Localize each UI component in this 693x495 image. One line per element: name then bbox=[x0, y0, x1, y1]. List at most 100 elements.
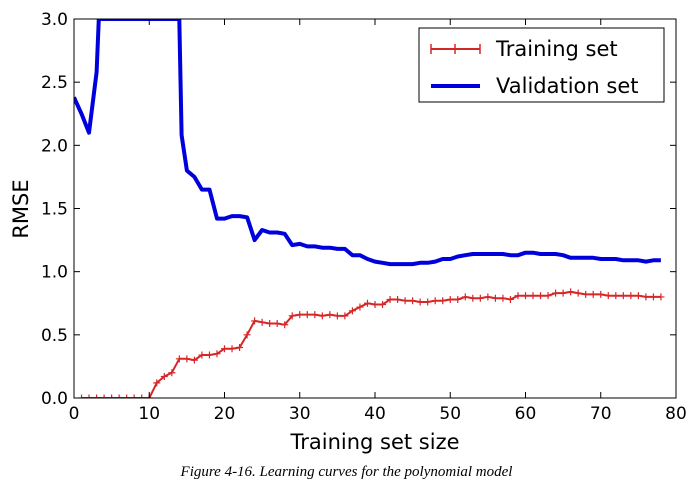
training-set-point bbox=[243, 331, 251, 339]
y-tick-label: 3.0 bbox=[41, 10, 68, 30]
training-set-point bbox=[326, 311, 334, 319]
training-set-point bbox=[348, 307, 356, 315]
x-tick-label: 70 bbox=[590, 404, 612, 424]
y-tick-label: 1.5 bbox=[41, 200, 68, 220]
y-tick-label: 2.5 bbox=[41, 73, 68, 93]
training-set-point bbox=[311, 311, 319, 319]
training-set-point bbox=[484, 293, 492, 301]
training-set-point bbox=[619, 292, 627, 300]
training-set-point bbox=[236, 343, 244, 351]
legend-box bbox=[418, 27, 665, 103]
training-set-point bbox=[251, 317, 259, 325]
training-set-point bbox=[537, 292, 545, 300]
training-set-point bbox=[100, 394, 108, 398]
training-set-point bbox=[296, 311, 304, 319]
x-axis-label: Training set size bbox=[289, 430, 459, 454]
training-set-point bbox=[318, 312, 326, 320]
training-set-point bbox=[303, 311, 311, 319]
training-set-point bbox=[93, 394, 101, 398]
training-set-point bbox=[341, 312, 349, 320]
training-set-point bbox=[401, 297, 409, 305]
training-set-point bbox=[491, 294, 499, 302]
training-set-point bbox=[469, 294, 477, 302]
legend-validation-label: Validation set bbox=[496, 74, 638, 98]
training-set-point bbox=[115, 394, 123, 398]
legend-training-label: Training set bbox=[495, 37, 618, 61]
training-set-point bbox=[582, 290, 590, 298]
y-tick-label: 0.0 bbox=[41, 389, 68, 409]
training-set-point bbox=[506, 295, 514, 303]
training-set-point bbox=[612, 292, 620, 300]
training-set-point bbox=[394, 295, 402, 303]
training-set-point bbox=[454, 295, 462, 303]
training-set-point bbox=[634, 292, 642, 300]
training-set-point bbox=[356, 303, 364, 311]
training-set-point bbox=[559, 289, 567, 297]
training-set-point bbox=[123, 394, 131, 398]
training-set-point bbox=[205, 351, 213, 359]
training-set-point bbox=[108, 394, 116, 398]
series-line-training-set bbox=[81, 290, 661, 398]
training-set-point bbox=[281, 321, 289, 329]
training-set-point bbox=[657, 293, 665, 301]
training-set-point bbox=[130, 394, 138, 398]
x-tick-label: 80 bbox=[665, 404, 687, 424]
training-set-point bbox=[168, 369, 176, 377]
x-tick-label: 30 bbox=[289, 404, 311, 424]
training-set-point bbox=[273, 319, 281, 327]
training-set-point bbox=[649, 293, 657, 301]
training-set-point bbox=[514, 292, 522, 300]
x-tick-label: 40 bbox=[364, 404, 386, 424]
training-set-point bbox=[409, 297, 417, 305]
training-set-point bbox=[221, 345, 228, 353]
x-tick-label: 60 bbox=[515, 404, 537, 424]
training-set-point bbox=[627, 292, 635, 300]
training-set-point bbox=[424, 298, 432, 306]
training-set-point bbox=[85, 394, 93, 398]
training-set-point bbox=[371, 301, 379, 309]
training-set-point bbox=[183, 355, 191, 363]
legend-training-marker bbox=[430, 44, 481, 54]
y-tick-label: 0.5 bbox=[41, 326, 68, 346]
training-set-point bbox=[642, 293, 650, 301]
training-set-point bbox=[266, 319, 274, 327]
training-set-point bbox=[175, 355, 183, 363]
y-axis-label: RMSE bbox=[9, 179, 33, 238]
training-set-point bbox=[589, 290, 597, 298]
x-tick-label: 10 bbox=[138, 404, 160, 424]
y-tick-label: 1.0 bbox=[41, 263, 68, 283]
training-set-point bbox=[258, 318, 266, 326]
learning-curve-chart: 0 10 20 30 40 50 60 70 80 0.0 0.5 1.0 1.5 2.0 2.5 3.0 T… bbox=[9, 10, 687, 454]
training-set-point bbox=[228, 345, 236, 353]
training-set-point bbox=[288, 312, 296, 320]
series-layer bbox=[74, 19, 665, 398]
training-set-point bbox=[386, 295, 394, 303]
training-set-point bbox=[544, 292, 552, 300]
x-tick-label: 50 bbox=[439, 404, 461, 424]
training-set-point bbox=[416, 298, 424, 306]
training-set-point bbox=[461, 293, 469, 301]
training-set-point bbox=[379, 301, 387, 309]
training-set-point bbox=[597, 290, 605, 298]
training-set-point bbox=[439, 297, 447, 305]
training-set-point bbox=[160, 373, 168, 381]
y-tick-label: 2.0 bbox=[41, 136, 68, 156]
training-set-point bbox=[190, 356, 198, 364]
axis-layer: 0 10 20 30 40 50 60 70 80 0.0 0.5 1.0 1.5 2.0 2.5 3.0 bbox=[41, 10, 687, 424]
training-set-point bbox=[213, 350, 221, 358]
training-set-point bbox=[522, 292, 529, 300]
training-set-point bbox=[138, 394, 146, 398]
series-line-validation-set bbox=[74, 19, 661, 267]
training-set-point bbox=[604, 292, 612, 300]
training-set-point bbox=[567, 288, 575, 296]
training-set-point bbox=[499, 294, 507, 302]
training-set-point bbox=[476, 294, 484, 302]
training-set-point bbox=[153, 379, 161, 387]
training-set-point bbox=[363, 299, 371, 307]
training-set-point bbox=[198, 351, 206, 359]
x-tick-label: 0 bbox=[69, 404, 80, 424]
training-set-point bbox=[446, 295, 454, 303]
training-set-point bbox=[333, 312, 341, 320]
training-set-point bbox=[574, 289, 582, 297]
training-set-point bbox=[529, 292, 537, 300]
